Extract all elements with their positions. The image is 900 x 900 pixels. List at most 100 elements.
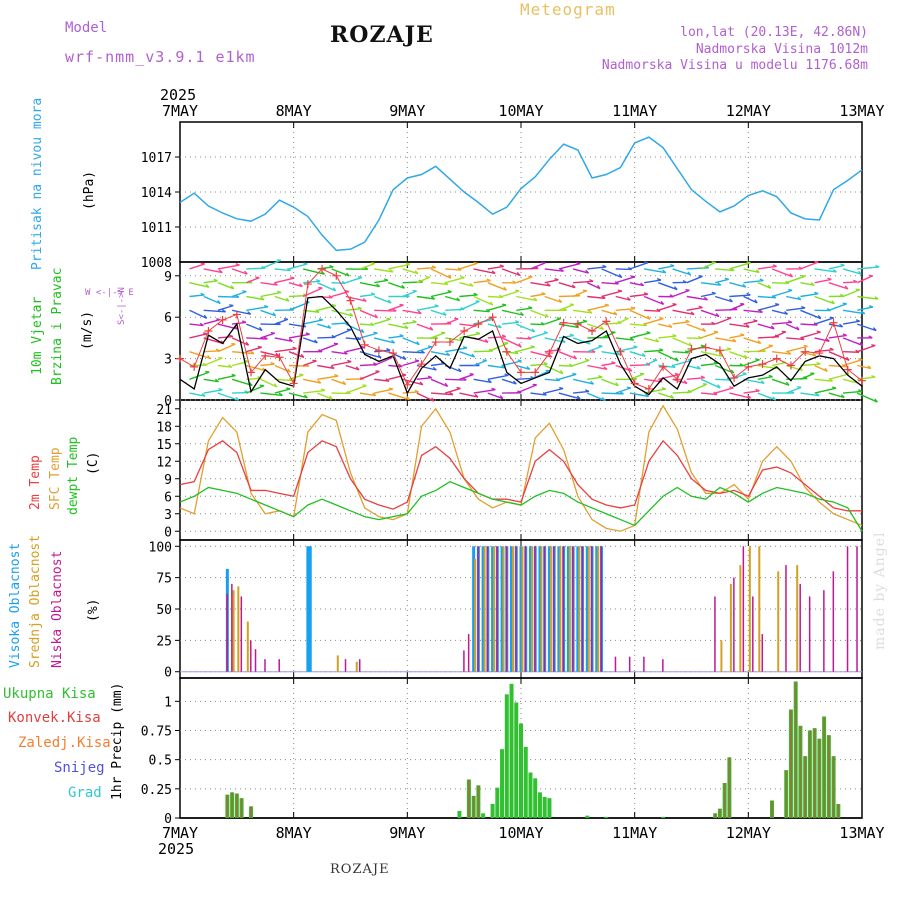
wind-arrow-head [502, 303, 507, 306]
wind-arrow-head [386, 317, 391, 320]
wind-arrow [757, 265, 777, 270]
wind-arrow-head [518, 343, 522, 348]
wind-arrow [416, 346, 433, 353]
y-tick-label-p5: 0.5 [149, 754, 172, 769]
wind-arrow [771, 309, 788, 315]
wind-arrow [402, 290, 417, 298]
wind-arrow-head [278, 392, 283, 396]
wind-arrow-head [370, 292, 376, 296]
wind-arrow [828, 303, 847, 311]
wind-arrow [217, 295, 239, 298]
wind-arrow-head [801, 305, 806, 309]
mid-cloud-bar [568, 546, 571, 672]
wind-arrow-head [286, 267, 292, 272]
wind-arrow [288, 351, 305, 359]
wind-arrow [331, 282, 346, 285]
wind-arrow-head [355, 366, 360, 371]
wind-arrow [189, 323, 204, 327]
wind-arrow [629, 293, 648, 298]
wind-arrow-head [630, 306, 635, 310]
wind-arrow [729, 351, 748, 359]
wind-arrow-head [416, 341, 420, 346]
wind-gust-marker [332, 271, 341, 280]
wind-arrow [856, 392, 878, 403]
wind-arrow [587, 376, 603, 380]
wind-arrow-head [300, 353, 305, 358]
low-cloud-bar [832, 571, 835, 672]
wind-arrow [430, 291, 452, 298]
high-cloud-bar [481, 546, 485, 672]
conv-precip-bar [718, 808, 721, 818]
wind-arrow-head [305, 332, 310, 335]
wind-arrow-head [685, 319, 690, 323]
wind-arrow-head [753, 319, 758, 322]
wind-arrow-head [471, 353, 476, 358]
wind-arrow-head [362, 384, 367, 387]
wind-arrow [643, 295, 664, 306]
x-tick-label-bottom: 8MAY [276, 824, 312, 842]
wind-arrow [686, 337, 702, 340]
wind-arrow-head [487, 379, 492, 383]
wind-arrow [473, 378, 492, 384]
wind-gust-marker [644, 384, 653, 393]
low-cloud-bar [823, 590, 825, 672]
wind-arrow [246, 306, 269, 311]
wind-arrow [743, 295, 758, 304]
wind-arrow [601, 378, 619, 387]
wind-arrow-head [432, 366, 437, 371]
wind-arrow-head [867, 365, 872, 369]
wind-gust-marker [417, 360, 426, 369]
wind-arrow-head [330, 365, 335, 369]
wind-arrow-head [414, 359, 420, 362]
wind-arrow [288, 282, 303, 288]
wind-gust-marker [701, 343, 710, 352]
wind-arrow-head [244, 270, 248, 275]
wind-arrow [771, 289, 793, 298]
wind-arrow [317, 323, 331, 329]
wind-arrow [416, 305, 439, 311]
wind-arrow [800, 392, 820, 397]
wind-arrow-head [628, 367, 633, 372]
low-cloud-bar [662, 659, 664, 672]
wind-arrow-head [469, 373, 474, 376]
conv-precip-bar [231, 792, 234, 818]
wind-arrow [658, 282, 678, 291]
wind-arrow-head [341, 280, 346, 285]
total-precip-bar [495, 787, 500, 818]
wind-gust-marker [218, 315, 227, 324]
wind-arrow-head [683, 380, 688, 384]
wind-arrow-head [874, 296, 879, 300]
wind-arrow-head [746, 261, 751, 264]
wind-arrow [189, 263, 205, 270]
y-tick-label-p4: 100 [149, 540, 172, 555]
wind-arrow-head [815, 392, 820, 397]
conv-precip-bar [827, 735, 830, 818]
wind-arrow-head [320, 388, 326, 392]
wind-arrow [331, 329, 352, 339]
wind-arrow [558, 282, 576, 289]
wind-arrow [743, 320, 758, 325]
wind-arrow-head [598, 344, 603, 347]
wind-arrow-head [875, 264, 880, 268]
wind-arrow [729, 303, 745, 311]
wind-gust-marker [659, 362, 668, 371]
wind-arrow [814, 349, 834, 353]
wind-arrow-head [419, 381, 424, 386]
wind-arrow-head [427, 345, 433, 348]
wind-arrow [359, 293, 375, 298]
wind-arrow [459, 294, 478, 298]
wind-arrow [800, 309, 822, 320]
wind-arrow [743, 279, 764, 284]
wind-arrow [544, 295, 562, 304]
wind-arrow [857, 344, 876, 353]
wind-arrow-head [218, 387, 223, 391]
wind-arrow-head [871, 374, 876, 378]
wind-arrow-head [726, 347, 732, 350]
wind-arrow [587, 364, 608, 371]
wind-arrow-head [613, 311, 618, 316]
wind-arrow [189, 371, 210, 380]
wind-arrow [473, 279, 491, 284]
wind-arrow [658, 392, 674, 399]
wind-arrow-head [801, 274, 806, 277]
wind-arrow-head [585, 358, 590, 361]
